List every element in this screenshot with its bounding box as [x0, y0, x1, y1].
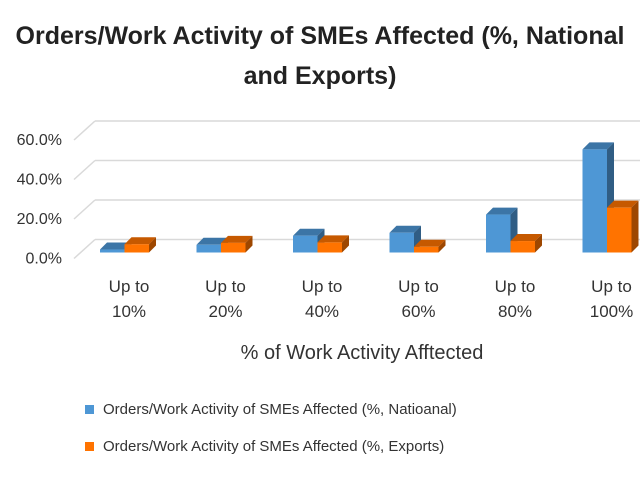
y-tick-label: 0.0%	[26, 251, 62, 268]
bar-top	[221, 235, 253, 243]
x-tick-label: Up to	[205, 277, 246, 296]
chart-title-line1: Orders/Work Activity of SMEs Affected (%…	[15, 22, 625, 50]
x-tick-label: 40%	[305, 302, 339, 321]
bar-exports	[414, 246, 439, 253]
gridline-side	[73, 120, 96, 141]
bar-top	[414, 239, 446, 247]
y-tick-label: 20.0%	[17, 211, 62, 228]
bar-national	[100, 249, 125, 253]
x-tick-label: 20%	[208, 302, 242, 321]
x-tick-label: 80%	[498, 302, 532, 321]
bar-side	[535, 234, 542, 253]
bar-top	[196, 237, 228, 245]
bar-top	[389, 225, 421, 233]
bar-national	[196, 244, 221, 253]
bar-top	[100, 242, 132, 250]
bar-exports	[607, 207, 632, 253]
x-tick-label: Up to	[495, 277, 536, 296]
legend-item-exports: Orders/Work Activity of SMEs Affected (%…	[85, 438, 444, 455]
x-tick-label: Up to	[398, 277, 439, 296]
bar-top	[607, 200, 639, 208]
bar-national	[389, 232, 414, 253]
legend-label-national: Orders/Work Activity of SMEs Affected (%…	[103, 401, 457, 418]
gridline-side	[73, 238, 96, 260]
bar-exports	[124, 244, 149, 253]
x-tick-label: 10%	[112, 302, 146, 321]
y-tick-label: 40.0%	[17, 172, 62, 189]
bar-national	[582, 149, 607, 253]
chart-title-line2: and Exports)	[243, 62, 397, 90]
gridline-side	[73, 159, 96, 181]
legend-swatch-national	[85, 405, 94, 414]
bar-top	[582, 142, 614, 150]
x-tick-label: Up to	[591, 277, 632, 296]
bar-exports	[221, 242, 246, 253]
gridline-side	[73, 199, 96, 220]
bar-side	[149, 237, 156, 253]
bar-exports	[317, 242, 342, 253]
legend-swatch-exports	[85, 442, 94, 451]
bar-top	[317, 235, 349, 243]
legend-item-national: Orders/Work Activity of SMEs Affected (%…	[85, 401, 457, 418]
y-tick-label: 60.0%	[17, 132, 62, 149]
bar-top	[486, 207, 518, 215]
bar-side	[245, 235, 253, 253]
x-tick-label: 100%	[590, 302, 633, 321]
x-tick-label: 60%	[401, 302, 435, 321]
bar-national	[486, 214, 511, 253]
bar-top	[293, 228, 325, 236]
bar-top	[510, 234, 542, 242]
bar-side	[631, 200, 639, 253]
x-axis-title: % of Work Activity Afftected	[241, 342, 484, 364]
bar-side	[342, 235, 349, 253]
bar-exports	[510, 241, 535, 253]
x-tick-label: Up to	[302, 277, 343, 296]
bar-side	[438, 239, 446, 253]
legend-label-exports: Orders/Work Activity of SMEs Affected (%…	[103, 438, 445, 455]
x-tick-label: Up to	[109, 277, 150, 296]
bar-top	[124, 237, 156, 245]
bar-national	[293, 235, 318, 253]
